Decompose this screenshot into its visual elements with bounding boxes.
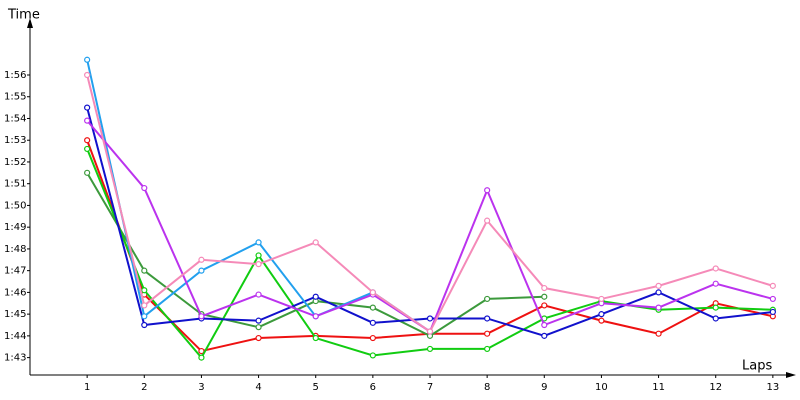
data-point (655, 282, 662, 289)
x-tick-label: 12 (709, 382, 722, 393)
data-point (255, 252, 262, 259)
data-point (712, 265, 719, 272)
data-point (255, 291, 262, 298)
data-point (598, 317, 605, 324)
data-point (84, 71, 91, 79)
y-tick-label: 1:56 (4, 70, 26, 81)
x-tick-label: 1 (84, 382, 90, 393)
series-line (86, 172, 545, 338)
data-point (484, 295, 491, 303)
data-point (141, 287, 148, 294)
x-tick-label: 11 (652, 382, 665, 393)
data-point (312, 334, 319, 342)
data-point (655, 289, 662, 296)
data-point (769, 308, 776, 316)
data-point (255, 324, 262, 331)
data-point (484, 345, 491, 353)
data-point (769, 295, 776, 303)
data-point (484, 315, 491, 322)
y-tick-label: 1:47 (4, 266, 26, 277)
x-tick-label: 7 (427, 382, 433, 393)
data-point (369, 352, 376, 359)
data-point (484, 187, 491, 194)
series-line (86, 120, 774, 334)
x-tick-label: 10 (595, 382, 608, 393)
x-tick-label: 9 (541, 382, 547, 393)
data-point (198, 354, 205, 361)
data-point (141, 184, 148, 192)
data-point (312, 313, 319, 320)
x-tick-label: 6 (370, 382, 376, 393)
y-tick-label: 1:54 (4, 113, 26, 124)
data-point (84, 56, 91, 63)
data-point (198, 267, 205, 274)
y-tick-label: 1:53 (4, 135, 26, 146)
y-tick-label: 1:45 (4, 309, 26, 320)
data-point (84, 137, 91, 144)
y-tick-label: 1:52 (4, 157, 26, 168)
data-point (712, 280, 719, 287)
data-point (255, 317, 262, 324)
x-axis-arrow (786, 372, 796, 378)
data-point (84, 117, 91, 124)
y-tick-label: 1:46 (4, 287, 26, 298)
data-point (141, 302, 148, 309)
data-point (369, 319, 376, 326)
series-line (86, 148, 773, 360)
data-point (84, 169, 91, 176)
data-point (312, 293, 319, 300)
data-point (712, 315, 719, 322)
data-point (255, 334, 262, 342)
data-point (541, 332, 548, 339)
data-point (426, 328, 434, 335)
y-tick-label: 1:50 (4, 200, 26, 211)
y-tick-label: 1:43 (4, 353, 26, 364)
y-tick-label: 1:48 (4, 244, 26, 255)
data-point (484, 217, 491, 224)
data-point (598, 295, 605, 303)
x-tick-label: 13 (766, 382, 779, 393)
data-point (541, 284, 548, 292)
data-point (369, 289, 376, 296)
y-tick-label: 1:49 (4, 222, 26, 233)
y-tick-label: 1:44 (4, 331, 26, 342)
data-point (541, 321, 548, 329)
data-point (369, 334, 376, 342)
data-point (141, 313, 148, 320)
data-point (769, 282, 776, 289)
x-tick-label: 8 (484, 382, 490, 393)
data-point (255, 261, 262, 268)
data-point (655, 304, 662, 311)
data-point (484, 330, 491, 337)
data-point (312, 239, 319, 246)
data-point (369, 304, 376, 311)
x-axis-label: Laps (742, 359, 772, 374)
data-point (141, 267, 148, 274)
data-point (84, 104, 91, 111)
data-point (84, 145, 91, 153)
data-point (198, 347, 205, 355)
data-point (712, 304, 719, 311)
x-tick-label: 4 (255, 382, 261, 393)
data-point (541, 293, 548, 300)
x-tick-label: 2 (141, 382, 147, 393)
data-point (198, 313, 205, 320)
data-point (426, 345, 434, 353)
x-tick-label: 3 (198, 382, 204, 393)
x-tick-label: 5 (313, 382, 319, 393)
y-axis-arrow (27, 18, 33, 28)
y-tick-label: 1:51 (4, 179, 26, 190)
data-point (198, 256, 205, 263)
data-point (141, 321, 148, 329)
data-point (541, 302, 548, 309)
data-point (655, 330, 662, 337)
y-tick-label: 1:55 (4, 92, 26, 103)
data-point (598, 311, 605, 318)
series-line (86, 59, 431, 333)
data-point (426, 315, 434, 322)
y-axis-label: Time (7, 8, 40, 23)
series-line (86, 107, 773, 337)
data-point (255, 239, 262, 246)
